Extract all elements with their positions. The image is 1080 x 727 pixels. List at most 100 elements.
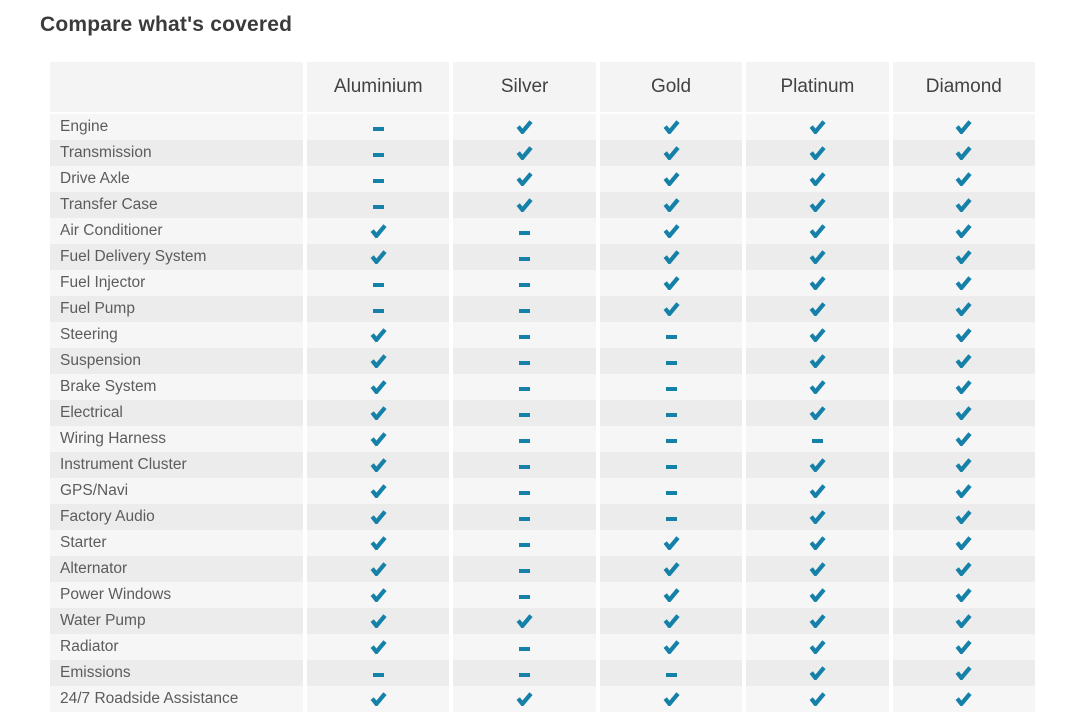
check-icon	[955, 510, 972, 524]
coverage-cell	[746, 608, 889, 634]
coverage-cell	[746, 322, 889, 348]
coverage-cell	[746, 296, 889, 322]
dash-icon	[665, 359, 677, 365]
table-row: 24/7 Roadside Assistance	[50, 686, 1036, 712]
check-icon	[955, 562, 972, 576]
dash-icon	[372, 307, 384, 313]
coverage-cell	[307, 530, 450, 556]
coverage-cell	[307, 400, 450, 426]
coverage-cell	[892, 582, 1036, 608]
row-label: Transfer Case	[50, 192, 303, 218]
table-row: Drive Axle	[50, 166, 1036, 192]
table-row: Brake System	[50, 374, 1036, 400]
coverage-cell	[453, 452, 596, 478]
coverage-cell	[599, 426, 743, 452]
coverage-cell	[599, 634, 743, 660]
dash-icon	[665, 385, 677, 391]
coverage-cell	[453, 244, 596, 270]
table-row: Fuel Pump	[50, 296, 1036, 322]
coverage-cell	[453, 192, 596, 218]
coverage-cell	[453, 270, 596, 296]
check-icon	[663, 692, 680, 706]
coverage-cell	[892, 530, 1036, 556]
check-icon	[663, 172, 680, 186]
coverage-cell	[307, 660, 450, 686]
check-icon	[663, 250, 680, 264]
coverage-cell	[307, 686, 450, 712]
coverage-cell	[892, 478, 1036, 504]
check-icon	[809, 380, 826, 394]
column-header-aluminium: Aluminium	[307, 62, 450, 112]
row-label: Instrument Cluster	[50, 452, 303, 478]
coverage-cell	[746, 660, 889, 686]
coverage-cell	[892, 166, 1036, 192]
check-icon	[809, 328, 826, 342]
coverage-cell	[453, 426, 596, 452]
dash-icon	[519, 333, 531, 339]
check-icon	[370, 640, 387, 654]
row-label: Transmission	[50, 140, 303, 166]
coverage-cell	[453, 322, 596, 348]
row-label: Starter	[50, 530, 303, 556]
coverage-cell	[307, 452, 450, 478]
coverage-cell	[453, 400, 596, 426]
coverage-cell	[746, 426, 889, 452]
coverage-cell	[307, 218, 450, 244]
check-icon	[809, 198, 826, 212]
coverage-cell	[892, 192, 1036, 218]
table-row: Transmission	[50, 140, 1036, 166]
check-icon	[955, 484, 972, 498]
row-label: Engine	[50, 114, 303, 140]
table-row: Steering	[50, 322, 1036, 348]
coverage-cell	[746, 686, 889, 712]
table-row: Alternator	[50, 556, 1036, 582]
table-row: Suspension	[50, 348, 1036, 374]
check-icon	[370, 588, 387, 602]
check-icon	[809, 510, 826, 524]
dash-icon	[519, 359, 531, 365]
coverage-cell	[746, 348, 889, 374]
coverage-cell	[599, 322, 743, 348]
dash-icon	[665, 671, 677, 677]
coverage-cell	[892, 348, 1036, 374]
check-icon	[955, 146, 972, 160]
coverage-cell	[599, 270, 743, 296]
row-label: Alternator	[50, 556, 303, 582]
coverage-cell	[892, 218, 1036, 244]
dash-icon	[372, 281, 384, 287]
table-row: Factory Audio	[50, 504, 1036, 530]
coverage-cell	[892, 322, 1036, 348]
coverage-cell	[453, 608, 596, 634]
coverage-cell	[599, 114, 743, 140]
check-icon	[955, 640, 972, 654]
table-row: Power Windows	[50, 582, 1036, 608]
check-icon	[955, 198, 972, 212]
check-icon	[516, 198, 533, 212]
coverage-cell	[307, 322, 450, 348]
row-label: Steering	[50, 322, 303, 348]
coverage-cell	[453, 166, 596, 192]
dash-icon	[519, 281, 531, 287]
check-icon	[370, 354, 387, 368]
coverage-cell	[892, 452, 1036, 478]
dash-icon	[372, 151, 384, 157]
dash-icon	[372, 671, 384, 677]
check-icon	[955, 588, 972, 602]
coverage-cell	[599, 582, 743, 608]
coverage-cell	[892, 556, 1036, 582]
check-icon	[955, 458, 972, 472]
check-icon	[955, 172, 972, 186]
check-icon	[809, 484, 826, 498]
row-label: 24/7 Roadside Assistance	[50, 686, 303, 712]
coverage-cell	[307, 504, 450, 530]
coverage-cell	[599, 530, 743, 556]
check-icon	[955, 328, 972, 342]
coverage-cell	[307, 166, 450, 192]
dash-icon	[372, 125, 384, 131]
coverage-cell	[599, 556, 743, 582]
check-icon	[516, 614, 533, 628]
check-icon	[370, 224, 387, 238]
check-icon	[370, 484, 387, 498]
coverage-cell	[892, 374, 1036, 400]
table-row: Instrument Cluster	[50, 452, 1036, 478]
